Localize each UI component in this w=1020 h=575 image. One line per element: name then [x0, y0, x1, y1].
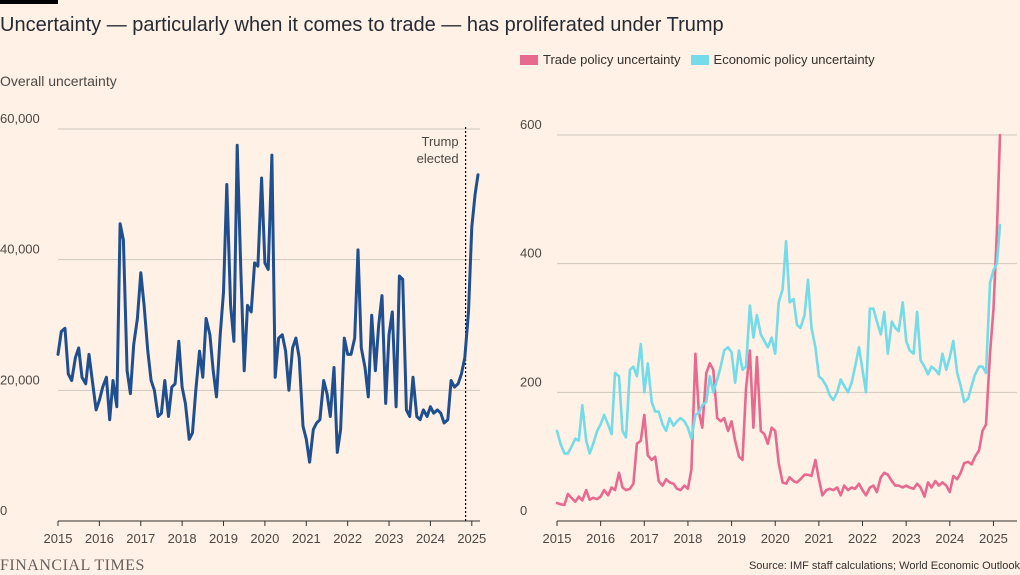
x-tick-label: 2022	[848, 531, 877, 546]
x-tick-label: 2018	[168, 531, 197, 546]
legend-swatch-trade	[520, 54, 538, 65]
y-tick-label: 60,000	[0, 111, 40, 126]
overall-uncertainty-line	[56, 143, 480, 464]
x-tick-label: 2020	[761, 531, 790, 546]
x-tick-label: 2018	[673, 531, 702, 546]
x-tick-label: 2025	[979, 531, 1008, 546]
y-tick-label: 20,000	[0, 372, 40, 387]
x-tick-label: 2017	[126, 531, 155, 546]
x-tick-label: 2024	[935, 531, 964, 546]
x-tick-label: 2017	[630, 531, 659, 546]
legend: Trade policy uncertainty Economic policy…	[520, 52, 875, 67]
x-tick-label: 2023	[892, 531, 921, 546]
x-tick-label: 2021	[804, 531, 833, 546]
legend-label-economic: Economic policy uncertainty	[713, 52, 875, 67]
policy-uncertainty-chart: 0 200 400 600 2015 2016 2017 2018 2019 2020 2021 20…	[520, 117, 1017, 546]
x-tick-label: 2019	[209, 531, 238, 546]
overall-uncertainty-chart: 0 20,000 40,000 60,000 2015 2016 2017 2018 2019 2…	[0, 111, 486, 546]
x-tick-label: 2021	[292, 531, 321, 546]
annotation-text: elected	[417, 151, 459, 166]
y-tick-label: 200	[520, 374, 542, 389]
x-tick-label: 2022	[333, 531, 362, 546]
economic-policy-line	[555, 223, 1002, 455]
y-tick-label: 400	[520, 246, 542, 261]
y-tick-label: 0	[520, 503, 527, 518]
legend-item-trade: Trade policy uncertainty	[520, 52, 681, 67]
x-tick-label: 2016	[85, 531, 114, 546]
x-tick-label: 2015	[543, 531, 572, 546]
annotation-text: Trump	[422, 134, 459, 149]
x-tick-label: 2024	[416, 531, 445, 546]
x-tick-label: 2023	[375, 531, 404, 546]
x-tick-label: 2019	[717, 531, 746, 546]
chart-title: Uncertainty — particularly when it comes…	[0, 14, 724, 36]
x-tick-label: 2020	[250, 531, 279, 546]
legend-item-economic: Economic policy uncertainty	[690, 52, 875, 67]
y-tick-label: 600	[520, 117, 542, 132]
trade-policy-line	[555, 133, 1002, 507]
x-tick-label: 2025	[457, 531, 486, 546]
ft-top-bar	[0, 0, 58, 4]
x-tick-label: 2015	[44, 531, 73, 546]
left-chart-subtitle: Overall uncertainty	[0, 73, 117, 89]
legend-swatch-economic	[690, 54, 709, 65]
y-tick-label: 0	[0, 503, 7, 518]
source-note: Source: IMF staff calculations; World Ec…	[748, 560, 1020, 572]
x-tick-label: 2016	[586, 531, 615, 546]
ft-brand: FINANCIAL TIMES	[0, 557, 145, 574]
y-tick-label: 40,000	[0, 242, 40, 257]
legend-label-trade: Trade policy uncertainty	[543, 52, 681, 67]
